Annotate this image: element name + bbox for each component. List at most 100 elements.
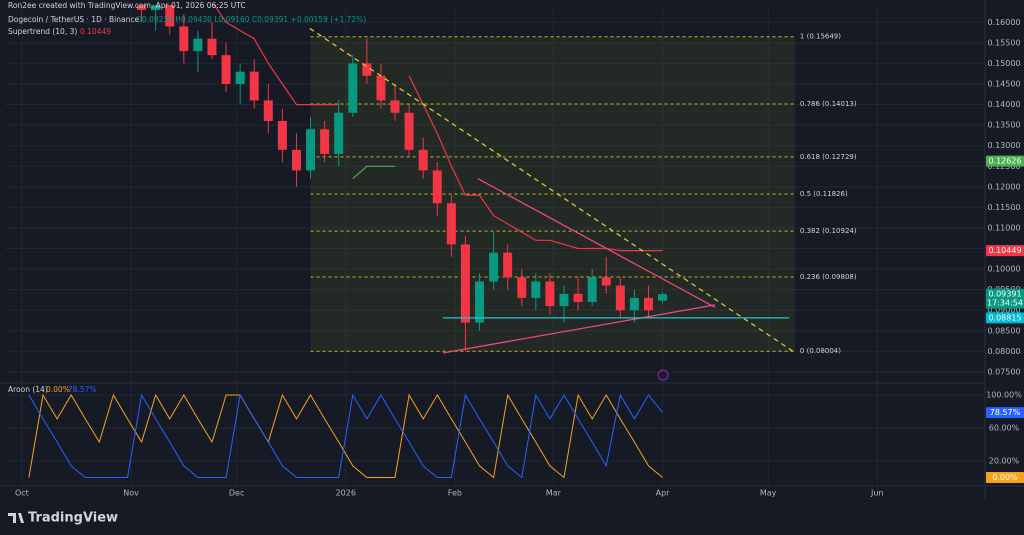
y-tick-label: 0.14000 <box>987 100 1020 109</box>
price-tag-label: 0.10449 <box>988 246 1021 255</box>
candle-body <box>489 252 499 282</box>
y-tick-label: 0.08000 <box>987 347 1020 356</box>
y-tick-label: 60.00% <box>989 423 1020 432</box>
candle-body <box>629 297 639 311</box>
candle-body <box>390 100 400 113</box>
y-tick-label: 0.13000 <box>987 141 1020 150</box>
y-tick-label: 0.07500 <box>987 367 1020 376</box>
candle-body <box>475 281 485 323</box>
candle-body <box>587 277 597 303</box>
price-tag <box>986 312 1024 324</box>
x-tick-label: Mar <box>546 489 562 498</box>
price-tag <box>986 288 1024 309</box>
trendline <box>309 27 796 354</box>
y-tick-label: 100.00% <box>986 390 1022 399</box>
candle-body <box>460 244 470 323</box>
candle-body <box>573 293 583 303</box>
y-tick-label: 0.14500 <box>987 79 1020 88</box>
indicator-label: Aroon (14) <box>8 385 48 394</box>
indicator-label: Supertrend (10, 3) <box>8 27 77 36</box>
y-tick-label: 0.15500 <box>987 38 1020 47</box>
x-tick-label: Apr <box>656 489 671 498</box>
price-pane: 1 (0.15649) 0.786 (0.14013) 0.618 (0.12729… <box>137 5 857 355</box>
aroon-tag <box>986 407 1024 419</box>
candle-body <box>193 38 203 52</box>
aroon-line <box>28 393 663 479</box>
trendline <box>442 304 716 354</box>
y-tick-label: 0.11000 <box>987 223 1020 232</box>
indicator-value: 78.57% <box>68 385 97 394</box>
candle-body <box>137 5 147 10</box>
fib-label: 0.786 (0.14013) <box>800 100 857 108</box>
supertrend-up <box>213 5 663 252</box>
x-tick-label: Dec <box>229 489 244 498</box>
candle-body <box>320 129 330 154</box>
symbol: Dogecoin / TetherUS · 1D · Binance <box>8 15 139 24</box>
candle-body <box>151 5 161 10</box>
aroon-tag <box>986 471 1024 483</box>
candle-body <box>277 121 287 150</box>
candle-body <box>531 281 541 298</box>
fib-label: 1 (0.15649) <box>800 33 841 41</box>
candle-body <box>249 71 259 101</box>
aroon-tag-label: 0.00% <box>992 473 1018 482</box>
candle-body <box>404 112 414 150</box>
trendline <box>477 178 716 308</box>
candle-body <box>306 129 316 171</box>
fib-label: 0.5 (0.11826) <box>800 190 848 198</box>
x-tick-label: Jun <box>870 489 884 498</box>
price-tag <box>986 245 1024 257</box>
candle-body <box>334 112 344 154</box>
candle-body <box>446 203 456 245</box>
y-tick-label: 0.16000 <box>987 18 1020 27</box>
axes: Oct Nov Dec 2026 Feb Mar Apr May Jun 0.16000 0.155… <box>15 18 1024 498</box>
price-tag-label: 0.12626 <box>988 157 1021 166</box>
candle-body <box>376 75 386 101</box>
y-tick-label: 0.10000 <box>987 265 1020 274</box>
candle-body <box>179 26 189 52</box>
y-tick-label: 0.13500 <box>987 121 1020 130</box>
candle-body <box>165 5 175 27</box>
logo <box>8 513 24 523</box>
candle-body <box>348 63 358 113</box>
event-icon <box>657 369 669 381</box>
aroon-tag-label: 78.57% <box>990 408 1021 417</box>
candle-body <box>545 281 555 307</box>
x-tick-label: Oct <box>15 489 29 498</box>
y-tick-label: 0.08500 <box>987 326 1020 335</box>
candle-body <box>263 100 273 122</box>
candle-body <box>221 55 231 84</box>
y-tick-label: 0.09000 <box>987 306 1020 315</box>
price-tag-time: 17:34:54 <box>987 299 1023 308</box>
header: Ron2ee created with TradingView.com, Apr… <box>8 1 246 10</box>
x-tick-label: May <box>760 489 777 498</box>
y-tick-label: 0.15000 <box>987 59 1020 68</box>
candle-body <box>503 252 513 278</box>
candle-body <box>559 293 569 307</box>
fib-label: 0.618 (0.12729) <box>800 153 857 161</box>
candle-body <box>658 294 668 301</box>
indicator-value: 0.10449 <box>80 27 111 36</box>
fib-label: 0.382 (0.10924) <box>800 227 857 235</box>
grid <box>5 5 985 485</box>
price-tag-label: 0.08815 <box>988 313 1021 322</box>
aroon-line <box>28 393 663 479</box>
supertrend-down <box>352 165 395 180</box>
candle-body <box>601 277 611 286</box>
x-tick-label: Nov <box>123 489 139 498</box>
candle-body <box>643 297 653 311</box>
ohlc: O0.09232 H0.09430 L0.09160 C0.09391 +0.0… <box>136 15 366 24</box>
y-tick-label: 20.00% <box>989 456 1020 465</box>
indicator-value: 0.00% <box>46 385 70 394</box>
candle-body <box>291 149 301 171</box>
candle-body <box>432 170 442 204</box>
candle-body <box>615 285 625 311</box>
candle-body <box>235 71 245 84</box>
y-tick-label: 0.12000 <box>987 182 1020 191</box>
fib-label: 0.236 (0.09808) <box>800 273 857 281</box>
candle-body <box>418 149 428 171</box>
fib-label: 0 (0.08004) <box>800 347 841 355</box>
price-tag <box>986 155 1024 167</box>
brand: TradingView <box>28 511 118 526</box>
